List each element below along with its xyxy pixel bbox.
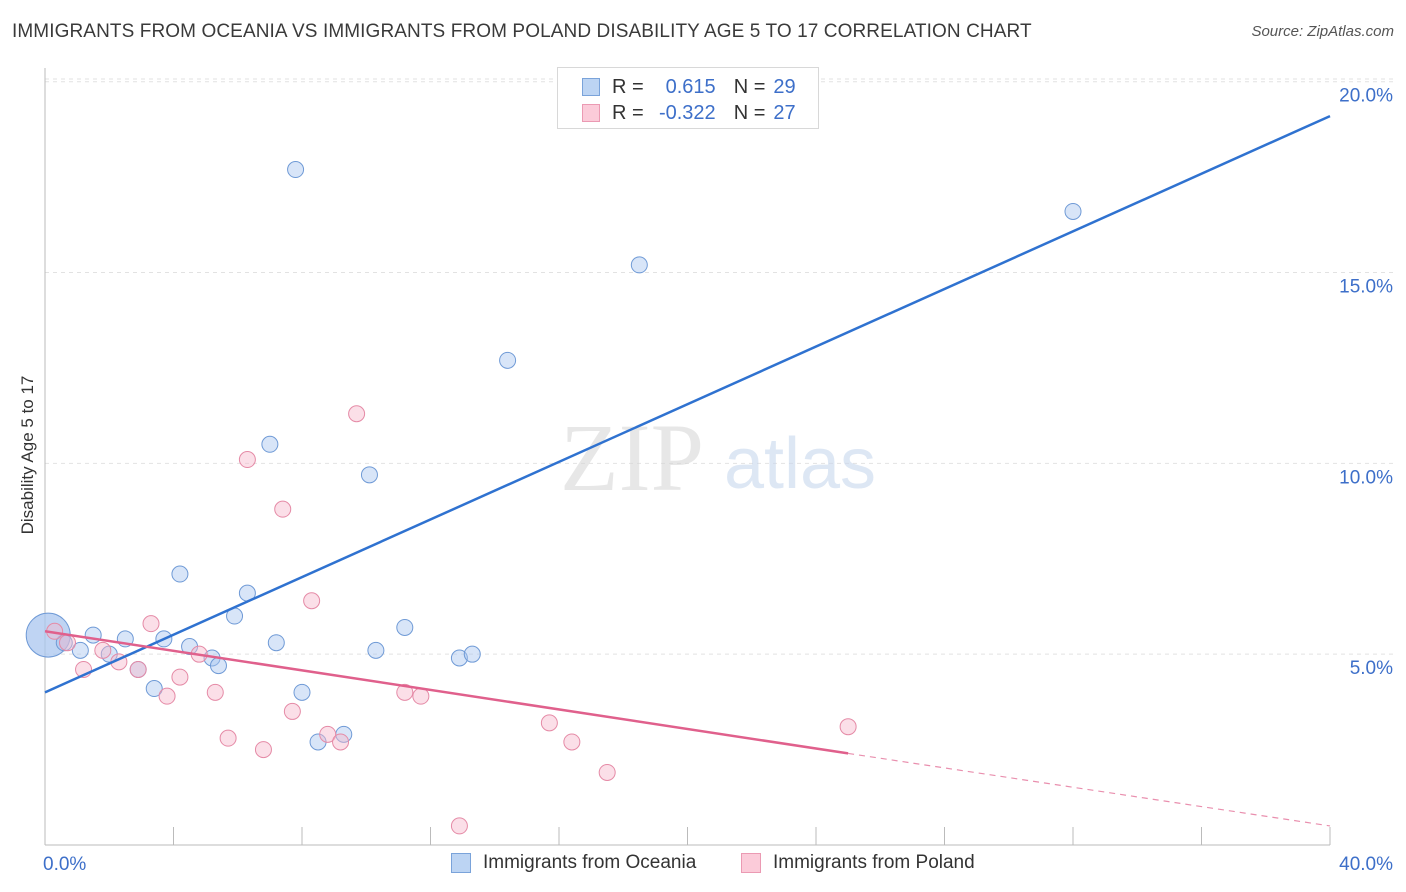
legend-swatch-poland [741,853,761,873]
source-label: Source: ZipAtlas.com [1251,23,1394,40]
legend-label-oceania: Immigrants from Oceania [483,852,697,873]
r-label: R = [612,75,644,98]
r-value-poland: -0.322 [658,101,716,124]
oceania-point [209,657,227,675]
oceania-swatch [582,78,600,96]
oceania-point [499,351,517,369]
oceania-point [171,565,189,583]
stats-row-poland: R = -0.322 N = 27 [582,100,796,126]
watermark: ZIP atlas [560,404,876,511]
poland-point [274,500,292,518]
poland-trend-extension [848,752,1331,827]
n-value-oceania: 29 [773,75,796,98]
axes-layer: 5.0% 10.0% 15.0% 20.0% 0.0% 40.0% [43,68,1393,875]
oceania-point [463,645,481,663]
poland-point [58,634,76,652]
poland-point [303,592,321,610]
n-label: N = [733,75,766,98]
legend-swatch-oceania [451,853,471,873]
y-tick-label: 20.0% [1339,86,1393,107]
watermark-zip: ZIP [560,404,704,511]
poland-point [206,683,224,701]
poland-point [158,687,176,705]
oceania-point [71,641,89,659]
stats-row-oceania: R = 0.615 N = 29 [582,74,796,100]
chart-title: IMMIGRANTS FROM OCEANIA VS IMMIGRANTS FR… [12,21,1032,42]
poland-point [348,405,366,423]
oceania-point [396,618,414,636]
legend-label-poland: Immigrants from Poland [773,852,975,873]
x-tick-label: 0.0% [43,854,86,875]
oceania-point [360,466,378,484]
poland-point [839,718,857,736]
oceania-point [450,649,468,667]
y-tick-label: 10.0% [1339,467,1393,488]
y-tick-label: 5.0% [1350,658,1393,679]
legend-item-oceania: Immigrants from Oceania [451,852,696,874]
poland-point [142,615,160,633]
x-tick-label: 40.0% [1339,854,1393,875]
oceania-point [367,641,385,659]
grid-layer [45,78,1395,655]
r-value-oceania: 0.615 [665,75,716,98]
oceania-point [293,683,311,701]
y-axis-label: Disability Age 5 to 17 [18,376,37,535]
stats-legend: R = 0.615 N = 29 R = -0.322 N = 27 [557,67,819,129]
oceania-point [630,256,648,274]
poland-point [219,729,237,747]
y-tick-label: 15.0% [1339,277,1393,298]
poland-point [254,741,272,759]
poland-point [563,733,581,751]
points-layer [25,161,1082,835]
poland-point [171,668,189,686]
poland-point [412,687,430,705]
poland-point [283,702,301,720]
trend-layer [44,114,1331,827]
n-value-poland: 27 [773,101,796,124]
r-label: R = [612,101,644,124]
poland-point [540,714,558,732]
poland-point [238,451,256,469]
poland-point [332,733,350,751]
poland-trend-line [44,630,849,755]
oceania-point [267,634,285,652]
poland-point [396,683,414,701]
poland-point [450,817,468,835]
legend-item-poland: Immigrants from Poland [741,852,975,874]
oceania-point [261,435,279,453]
poland-point [598,763,616,781]
oceania-trend-line [44,114,1331,694]
poland-swatch [582,104,600,122]
watermark-atlas: atlas [724,424,876,504]
poland-point [94,641,112,659]
poland-point [129,660,147,678]
n-label: N = [733,101,766,124]
poland-point [319,725,337,743]
oceania-point [145,680,163,698]
oceania-point [1064,202,1082,220]
oceania-point [287,161,305,179]
